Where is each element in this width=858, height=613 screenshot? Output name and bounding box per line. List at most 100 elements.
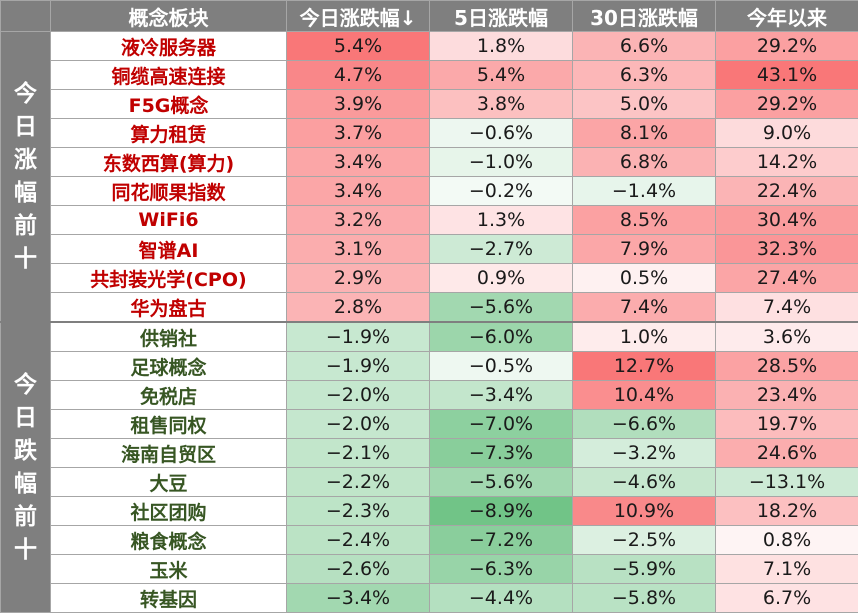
today-change-cell: −2.0% <box>287 410 430 439</box>
30day-change-cell: 10.9% <box>573 497 716 526</box>
header-30day-change: 30日涨跌幅 <box>573 1 716 32</box>
30day-change-cell: 8.1% <box>573 119 716 148</box>
group-label-down: 今日跌幅前十 <box>1 322 51 613</box>
today-change-cell: 4.7% <box>287 61 430 90</box>
30day-change-cell: −5.9% <box>573 555 716 584</box>
table-row: 玉米−2.6%−6.3%−5.9%7.1% <box>1 555 858 584</box>
30day-change-cell: 8.5% <box>573 206 716 235</box>
concept-name-cell: 转基因 <box>51 584 287 613</box>
concept-name-cell: F5G概念 <box>51 90 287 119</box>
30day-change-cell: −2.5% <box>573 526 716 555</box>
ytd-change-cell: 14.2% <box>716 148 858 177</box>
today-change-cell: −1.9% <box>287 322 430 352</box>
30day-change-cell: −6.6% <box>573 410 716 439</box>
concept-name-cell: 东数西算(算力) <box>51 148 287 177</box>
group-label-up: 今日涨幅前十 <box>1 32 51 323</box>
5day-change-cell: −5.6% <box>430 293 573 323</box>
5day-change-cell: −8.9% <box>430 497 573 526</box>
concept-name-cell: 同花顺果指数 <box>51 177 287 206</box>
5day-change-cell: −2.7% <box>430 235 573 264</box>
today-change-cell: 3.1% <box>287 235 430 264</box>
30day-change-cell: −5.8% <box>573 584 716 613</box>
ytd-change-cell: 9.0% <box>716 119 858 148</box>
ytd-change-cell: 18.2% <box>716 497 858 526</box>
today-change-cell: 3.4% <box>287 148 430 177</box>
30day-change-cell: 12.7% <box>573 352 716 381</box>
today-change-cell: −2.4% <box>287 526 430 555</box>
5day-change-cell: −6.0% <box>430 322 573 352</box>
today-change-cell: 2.8% <box>287 293 430 323</box>
30day-change-cell: 0.5% <box>573 264 716 293</box>
concept-name-cell: 免税店 <box>51 381 287 410</box>
ytd-change-cell: 29.2% <box>716 32 858 61</box>
header-today-change: 今日涨跌幅↓ <box>287 1 430 32</box>
ytd-change-cell: 19.7% <box>716 410 858 439</box>
30day-change-cell: −3.2% <box>573 439 716 468</box>
30day-change-cell: 6.6% <box>573 32 716 61</box>
concept-name-cell: 供销社 <box>51 322 287 352</box>
group-label-text: 今日跌幅前十 <box>13 369 39 567</box>
30day-change-cell: 5.0% <box>573 90 716 119</box>
today-change-cell: 5.4% <box>287 32 430 61</box>
concept-name-cell: 铜缆高速连接 <box>51 61 287 90</box>
concept-name-cell: 社区团购 <box>51 497 287 526</box>
5day-change-cell: −7.3% <box>430 439 573 468</box>
ytd-change-cell: −13.1% <box>716 468 858 497</box>
5day-change-cell: 1.8% <box>430 32 573 61</box>
30day-change-cell: −1.4% <box>573 177 716 206</box>
ytd-change-cell: 29.2% <box>716 90 858 119</box>
5day-change-cell: −4.4% <box>430 584 573 613</box>
ytd-change-cell: 22.4% <box>716 177 858 206</box>
30day-change-cell: 6.3% <box>573 61 716 90</box>
5day-change-cell: −6.3% <box>430 555 573 584</box>
5day-change-cell: 0.9% <box>430 264 573 293</box>
ytd-change-cell: 0.8% <box>716 526 858 555</box>
table-row: 社区团购−2.3%−8.9%10.9%18.2% <box>1 497 858 526</box>
30day-change-cell: 7.9% <box>573 235 716 264</box>
header-row: 概念板块 今日涨跌幅↓ 5日涨跌幅 30日涨跌幅 今年以来 <box>1 1 858 32</box>
ytd-change-cell: 27.4% <box>716 264 858 293</box>
table-row: 共封装光学(CPO)2.9%0.9%0.5%27.4% <box>1 264 858 293</box>
ytd-change-cell: 7.1% <box>716 555 858 584</box>
concept-name-cell: 足球概念 <box>51 352 287 381</box>
today-change-cell: 3.4% <box>287 177 430 206</box>
ytd-change-cell: 24.6% <box>716 439 858 468</box>
concept-name-cell: 液冷服务器 <box>51 32 287 61</box>
table-row: 今日跌幅前十供销社−1.9%−6.0%1.0%3.6% <box>1 322 858 352</box>
5day-change-cell: −7.0% <box>430 410 573 439</box>
5day-change-cell: −5.6% <box>430 468 573 497</box>
today-change-cell: 2.9% <box>287 264 430 293</box>
5day-change-cell: −0.5% <box>430 352 573 381</box>
today-change-cell: −2.0% <box>287 381 430 410</box>
table-row: 东数西算(算力)3.4%−1.0%6.8%14.2% <box>1 148 858 177</box>
ytd-change-cell: 43.1% <box>716 61 858 90</box>
concept-name-cell: WiFi6 <box>51 206 287 235</box>
group-label-text: 今日涨幅前十 <box>13 78 39 276</box>
30day-change-cell: −4.6% <box>573 468 716 497</box>
5day-change-cell: 1.3% <box>430 206 573 235</box>
today-change-cell: −2.3% <box>287 497 430 526</box>
ytd-change-cell: 7.4% <box>716 293 858 323</box>
header-ytd-change: 今年以来 <box>716 1 858 32</box>
30day-change-cell: 6.8% <box>573 148 716 177</box>
5day-change-cell: −7.2% <box>430 526 573 555</box>
concept-name-cell: 大豆 <box>51 468 287 497</box>
table-row: 海南自贸区−2.1%−7.3%−3.2%24.6% <box>1 439 858 468</box>
today-change-cell: −2.2% <box>287 468 430 497</box>
ytd-change-cell: 32.3% <box>716 235 858 264</box>
5day-change-cell: −3.4% <box>430 381 573 410</box>
table-row: 大豆−2.2%−5.6%−4.6%−13.1% <box>1 468 858 497</box>
table-row: 免税店−2.0%−3.4%10.4%23.4% <box>1 381 858 410</box>
today-change-cell: −3.4% <box>287 584 430 613</box>
5day-change-cell: 5.4% <box>430 61 573 90</box>
30day-change-cell: 10.4% <box>573 381 716 410</box>
ytd-change-cell: 6.7% <box>716 584 858 613</box>
